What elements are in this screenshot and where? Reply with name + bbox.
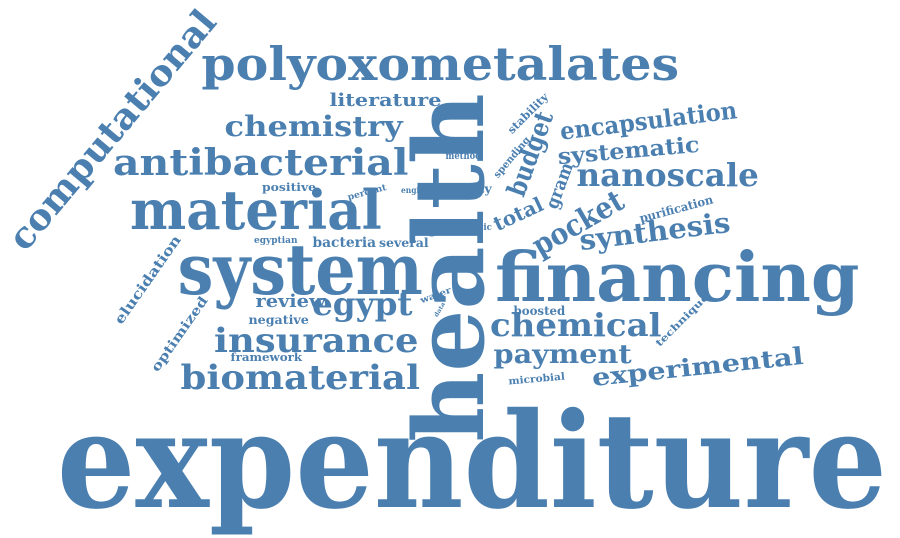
word-polyoxometalates: polyoxometalates	[200, 37, 679, 91]
word-bacteria: bacteria	[311, 235, 376, 251]
word-material: material	[130, 178, 382, 242]
word-egyptian: egyptian	[254, 235, 298, 246]
word-boosted: boosted	[513, 304, 565, 318]
word-antibacterial: antibacterial	[112, 142, 408, 184]
word-chemical: chemical	[489, 306, 662, 344]
word-egypt: egypt	[312, 285, 413, 323]
word-method: method	[444, 151, 481, 162]
word-engine: engine	[401, 185, 430, 195]
word-biomaterial: biomaterial	[180, 358, 420, 398]
word-more: more	[412, 220, 431, 230]
word-insurance: insurance	[213, 321, 419, 361]
word-review: review	[254, 291, 326, 312]
word-positive: positive	[261, 180, 317, 194]
word-expenditure: expenditure	[56, 384, 887, 538]
word-financing: financing	[494, 238, 860, 318]
word-payment: payment	[492, 340, 632, 370]
word-activity: activity	[438, 182, 492, 196]
word-public: public	[461, 222, 492, 233]
word-several: several	[378, 236, 429, 250]
word-nanoscale: nanoscale	[575, 156, 759, 194]
word-system: system	[177, 228, 423, 311]
word-gram: gram	[541, 159, 578, 212]
word-elucidation: elucidation	[111, 232, 185, 328]
word-literature: literature	[328, 90, 441, 111]
word-agent: agent	[419, 223, 461, 237]
word-chemistry: chemistry	[224, 110, 403, 143]
word-negative: negative	[247, 313, 309, 327]
word-framework: framework	[230, 350, 302, 364]
